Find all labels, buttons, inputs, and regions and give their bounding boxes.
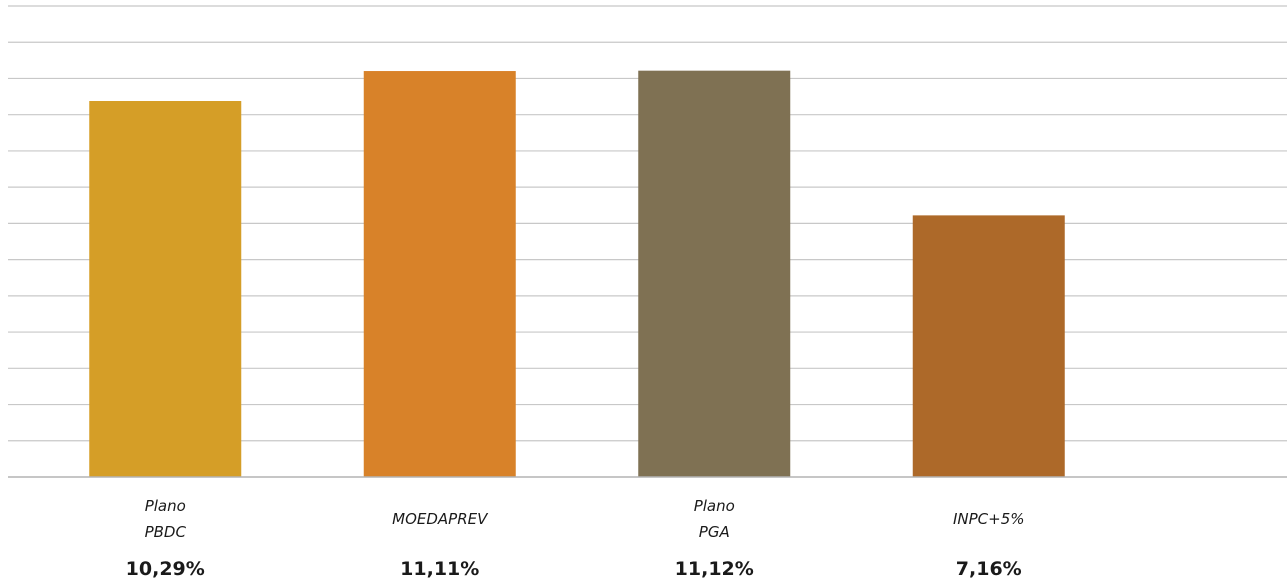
value-label-1: 11,11% bbox=[400, 558, 479, 579]
category-label-2: Plano PGA bbox=[694, 497, 735, 541]
category-label-1: MOEDAPREV bbox=[392, 510, 489, 528]
category-label-3: INPC+5% bbox=[953, 510, 1025, 528]
value-labels: 10,29% 11,11% 11,12% 7,16% bbox=[126, 558, 1022, 579]
bar-2 bbox=[638, 70, 791, 477]
value-label-0: 10,29% bbox=[126, 558, 205, 579]
bars-group bbox=[89, 70, 1065, 478]
bar-3 bbox=[912, 215, 1065, 477]
value-label-2: 11,12% bbox=[675, 558, 754, 579]
bar-0 bbox=[89, 101, 242, 477]
category-labels: Plano PBDC MOEDAPREV Plano PGA INPC+5% bbox=[145, 497, 1025, 541]
value-label-3: 7,16% bbox=[956, 558, 1022, 579]
category-label-0: Plano PBDC bbox=[145, 497, 187, 541]
bar-1 bbox=[363, 71, 516, 478]
